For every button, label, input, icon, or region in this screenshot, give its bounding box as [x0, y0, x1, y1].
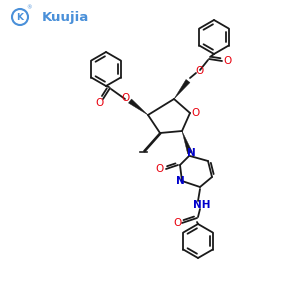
Text: N: N [187, 148, 195, 158]
Text: O: O [156, 164, 164, 174]
Polygon shape [174, 80, 190, 99]
Polygon shape [128, 99, 148, 115]
Text: Kuujia: Kuujia [42, 11, 89, 23]
Text: NH: NH [193, 200, 211, 210]
Text: ®: ® [26, 5, 32, 10]
Text: O: O [95, 98, 103, 108]
Text: O: O [173, 218, 181, 228]
Text: K: K [16, 13, 23, 22]
Text: O: O [223, 56, 231, 66]
Text: O: O [191, 108, 199, 118]
Polygon shape [182, 131, 192, 154]
Text: O: O [195, 66, 203, 76]
Text: N: N [176, 176, 184, 186]
Text: O: O [122, 93, 130, 103]
